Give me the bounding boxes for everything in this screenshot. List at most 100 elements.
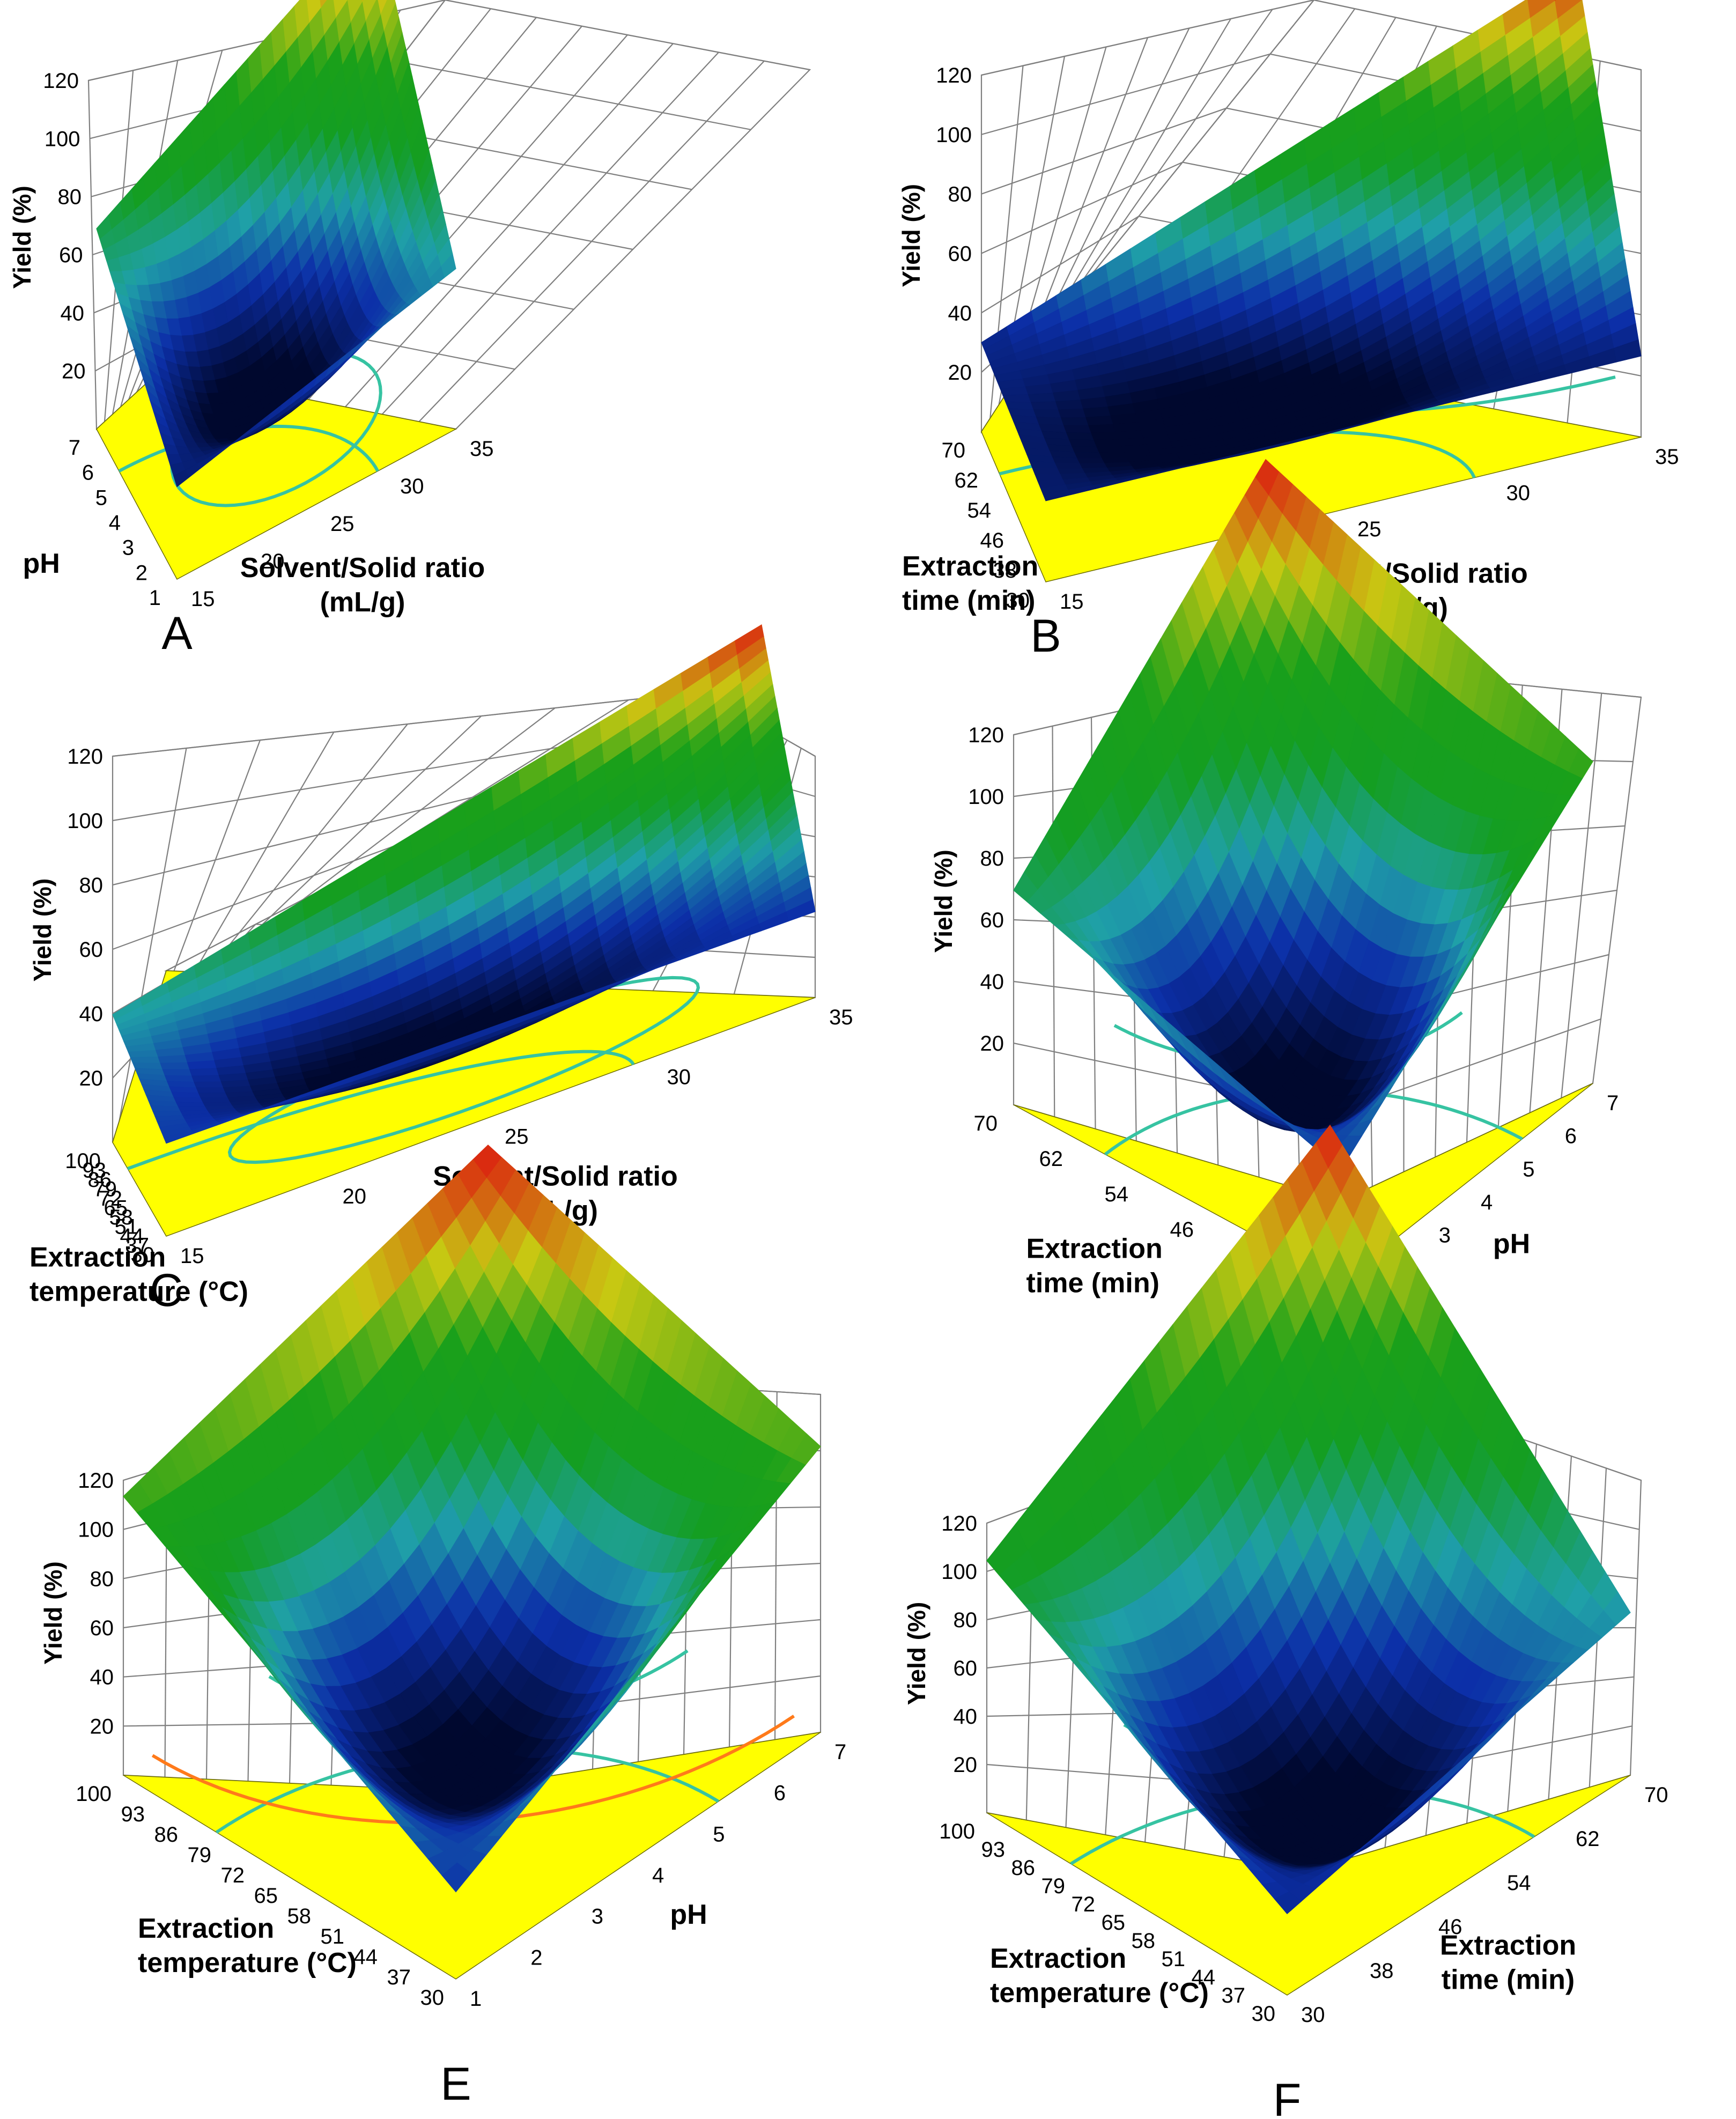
surface-cell (1082, 407, 1111, 418)
left-tick-label: 79 (1041, 1874, 1066, 1898)
left-tick-label: 58 (287, 1904, 312, 1928)
right-tick-label: 30 (400, 475, 424, 498)
z-tick-label: 120 (43, 69, 79, 93)
z-axis-label: Yield (%) (8, 186, 36, 289)
surface-cell (1043, 489, 1072, 501)
left-tick-label: 65 (254, 1884, 278, 1908)
z-tick-label: 40 (948, 301, 972, 325)
left-tick-label: 70 (942, 439, 966, 462)
panel-letter: C (150, 1265, 183, 1316)
surface-cell (1073, 452, 1102, 459)
surface-cell (197, 1092, 228, 1099)
right-tick-label: 15 (1060, 590, 1084, 614)
surface-cell (193, 1081, 224, 1088)
z-tick-label: 20 (90, 1715, 114, 1738)
z-tick-label: 80 (58, 186, 82, 209)
right-tick-label: 35 (829, 1006, 853, 1029)
right-tick-label: 35 (1655, 445, 1679, 469)
surface-cell (161, 1069, 192, 1076)
z-tick-label: 40 (980, 970, 1004, 994)
left-tick-label: 6 (82, 461, 94, 485)
left-tick-label: 51 (321, 1925, 345, 1948)
left-tick-label: 62 (1039, 1147, 1063, 1171)
surface-cell (175, 1102, 205, 1108)
right-tick-label: 1 (470, 1987, 482, 2011)
surface-cell (1054, 462, 1083, 469)
right-tick-label: 7 (1607, 1091, 1619, 1115)
surface-cell (1076, 457, 1105, 464)
z-tick-label: 60 (948, 242, 972, 266)
z-tick-label: 60 (954, 1657, 978, 1680)
left-tick-label: 30 (1006, 589, 1030, 612)
z-tick-label: 80 (90, 1567, 114, 1591)
left-tick-label: 1 (149, 586, 161, 610)
left-tick-label: 93 (981, 1838, 1006, 1862)
z-tick-label: 20 (948, 361, 972, 385)
left-axis-label: time (min) (902, 585, 1035, 616)
z-tick-label: 120 (78, 1469, 114, 1493)
surface-cell (1057, 408, 1086, 418)
left-tick-label: 62 (955, 469, 979, 492)
right-tick-label: 35 (470, 437, 494, 461)
z-tick-label: 120 (968, 723, 1004, 747)
left-tick-label: 2 (136, 561, 147, 585)
left-tick-label: 72 (221, 1864, 245, 1887)
right-tick-label: 15 (191, 587, 215, 611)
right-tick-label: 38 (1370, 1959, 1394, 1983)
left-tick-label: 38 (993, 559, 1017, 582)
left-tick-label: 5 (95, 486, 107, 510)
right-axis-label: pH (1493, 1229, 1530, 1260)
right-tick-label: 20 (261, 550, 285, 573)
surface-cell (157, 1054, 188, 1064)
left-tick-label: 46 (980, 529, 1004, 552)
z-axis: 20 40 60 80 100 120 Yield (%) (929, 723, 1004, 1055)
surface-cell (1027, 393, 1056, 403)
panel-letter: B (1030, 610, 1061, 662)
surface-cell (173, 469, 189, 488)
left-tick-label: 44 (354, 1945, 378, 1969)
right-tick-label: 6 (1565, 1125, 1577, 1148)
left-tick-label: 72 (1072, 1893, 1096, 1916)
z-tick-label: 80 (79, 874, 104, 897)
z-tick-label: 40 (954, 1705, 978, 1729)
right-tick-label: 30 (1301, 2003, 1325, 2027)
surface-cell (1032, 467, 1061, 475)
wall-gridline (418, 60, 765, 423)
response-surface (112, 624, 816, 1144)
left-tick-label: 54 (1105, 1183, 1129, 1206)
z-tick-label: 80 (980, 847, 1004, 870)
right-tick-label: 20 (343, 1185, 367, 1208)
response-surface (981, 0, 1642, 501)
z-axis-label: Yield (%) (39, 1561, 67, 1665)
left-tick-label: 93 (121, 1803, 145, 1826)
z-axis-label: Yield (%) (28, 878, 56, 982)
surface-cell (1000, 386, 1029, 396)
panel-B: 20 40 60 80 100 120 Yield (%) 70 62 54 46 38 30 Extra… (897, 0, 1679, 662)
z-tick-label: 20 (79, 1067, 104, 1090)
floor-contours (127, 976, 700, 1170)
z-gridline (88, 0, 810, 82)
right-tick-label: 4 (1481, 1191, 1493, 1214)
wall-gridline (381, 51, 719, 415)
right-axis-label: (mL/g) (320, 587, 405, 618)
right-tick-label: 25 (1357, 518, 1382, 541)
right-tick-label: 5 (1523, 1157, 1534, 1181)
left-tick-label: 37 (387, 1966, 411, 1989)
surface-cell (1054, 400, 1083, 410)
z-tick-label: 80 (948, 183, 972, 206)
right-axis-label: Extraction (1440, 1930, 1576, 1961)
left-tick-label: 100 (939, 1820, 975, 1843)
left-tick-label: 4 (109, 511, 121, 535)
surface-cell (1095, 446, 1124, 453)
left-tick-label: 86 (1011, 1856, 1036, 1880)
right-tick-label: 30 (1506, 482, 1531, 505)
z-tick-label: 100 (941, 1560, 977, 1584)
right-axis-label: pH (670, 1899, 707, 1930)
right-tick-label: 4 (652, 1864, 664, 1887)
left-tick-label: 86 (154, 1823, 179, 1847)
surface-cell (1065, 432, 1094, 441)
